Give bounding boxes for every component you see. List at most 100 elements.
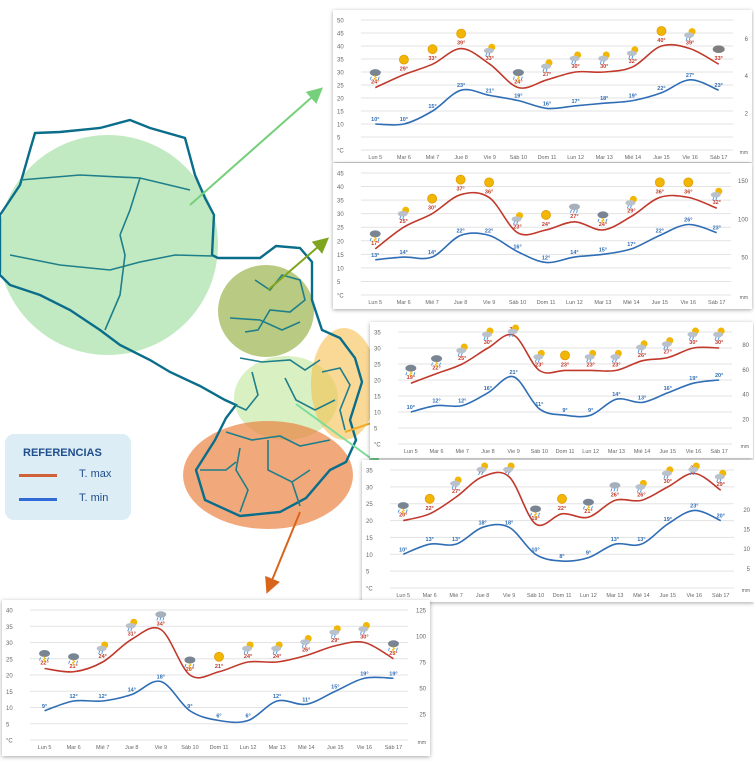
max-data-label: 25°	[389, 651, 397, 657]
y-tick-label: 50	[337, 19, 344, 25]
forecast-chart-1: °C 5 10 15 20 25 30 35 40 45 50 2 4 6 mm Lun 5 Mar 6 Mié …	[333, 10, 752, 162]
weather-icons	[369, 26, 725, 82]
x-tick-label: Vie 16	[682, 155, 698, 161]
max-data-label: 24°	[244, 654, 252, 660]
max-data-label: 30°	[689, 340, 697, 346]
min-data-label: 22°	[656, 228, 664, 234]
right-tick-label: 20	[743, 508, 750, 514]
right-tick-label: 25	[419, 713, 426, 719]
weather-icon-sun	[484, 177, 494, 188]
min-data-label: 6°	[216, 714, 221, 720]
forecast-chart-5: °C 5 10 15 20 25 30 35 40 25 50 75 100 125 mm Lun 5 Mar …	[2, 600, 430, 756]
weather-icon-partly	[329, 625, 341, 638]
weather-icon-sun	[683, 177, 694, 188]
x-tick-label: Lun 5	[396, 593, 410, 599]
weather-icon-partly	[358, 622, 370, 635]
y-tick-label: 15	[6, 690, 13, 696]
legend-swatch-max	[19, 474, 57, 477]
max-data-label: 31°	[128, 631, 136, 637]
series-min-line	[375, 78, 719, 126]
x-tick-label: Jue 8	[125, 745, 138, 751]
right-tick-label: 10	[743, 547, 750, 553]
min-data-label: 12°	[542, 255, 550, 261]
max-data-label: 30°	[664, 479, 672, 485]
x-tick-label: Mié 14	[634, 449, 651, 455]
min-data-label: 8°	[559, 554, 564, 560]
y-tick-label: 20	[366, 519, 373, 525]
min-data-label: 20°	[715, 373, 723, 379]
forecast-chart-4-svg: °C 5 10 15 20 25 30 35 5 10 15 20 mm Lun 5 Mar 6 Mié 7 J…	[366, 462, 751, 599]
x-tick-label: Mié 7	[449, 593, 462, 599]
min-data-label: 13°	[611, 537, 619, 543]
weather-icon-sun	[427, 193, 438, 204]
x-tick-label: Mié 7	[456, 449, 469, 455]
x-tick-label: Lun 12	[582, 449, 599, 455]
weather-icon-partly	[125, 618, 138, 632]
max-data-label: 23°	[561, 362, 569, 368]
weather-icon-sun	[455, 174, 466, 185]
max-data-label: 27°	[452, 489, 460, 495]
weather-icon-storm	[369, 69, 381, 82]
x-tick-label: Mar 13	[608, 449, 625, 455]
x-tick-label: Sáb 10	[527, 593, 544, 599]
min-data-label: 22°	[657, 86, 665, 92]
right-tick-label: 20	[742, 418, 749, 424]
x-tick-label: Sáb 10	[509, 300, 526, 306]
weather-icon-partly	[476, 462, 489, 476]
arrow-chaco	[189, 87, 323, 206]
right-tick-label: 60	[742, 368, 749, 374]
x-tick-label: Lun 12	[580, 593, 597, 599]
x-tick-label: Mar 6	[423, 593, 437, 599]
x-tick-label: Vie 16	[687, 593, 703, 599]
weather-icon-partly	[397, 206, 410, 220]
weather-icon-partly	[271, 641, 283, 655]
y-tick-label: 25	[366, 502, 373, 508]
x-tick-label: Mar 6	[397, 300, 411, 306]
weather-icon-sun	[399, 54, 409, 65]
weather-icon-storm	[68, 653, 80, 667]
y-tick-label: 15	[366, 536, 373, 542]
min-data-label: 14°	[400, 250, 408, 256]
min-data-label: 11°	[535, 402, 543, 408]
weather-icon-partly	[450, 476, 462, 490]
weather-icon-partly	[635, 479, 647, 493]
weather-icon-rain	[568, 203, 580, 213]
right-unit-label: mm	[418, 740, 426, 746]
y-tick-label: °C	[337, 294, 344, 300]
y-tick-label: 45	[337, 172, 344, 178]
max-data-label: 30°	[571, 64, 579, 70]
max-data-label: 24°	[514, 80, 522, 86]
y-tick-label: 35	[374, 331, 381, 337]
min-data-label: 9°	[42, 704, 47, 710]
right-tick-label: 4	[745, 74, 749, 80]
min-data-label: 16°	[543, 101, 551, 107]
max-data-label: 23°	[513, 225, 521, 231]
min-data-label: 27°	[686, 73, 694, 79]
max-data-label: 19°	[531, 516, 539, 522]
x-tick-label: Jue 15	[653, 155, 670, 161]
min-data-label: 23°	[715, 83, 723, 89]
weather-icons	[369, 174, 723, 244]
weather-icon-storm	[405, 364, 417, 378]
max-data-label: 21°	[69, 664, 77, 670]
y-tick-label: 5	[337, 136, 341, 142]
y-tick-label: 30	[366, 485, 373, 491]
min-data-label: 19°	[689, 376, 697, 382]
weather-icon-sun	[424, 493, 435, 504]
y-tick-label: °C	[337, 149, 344, 155]
weather-icon-partly	[626, 46, 639, 59]
legend-box: REFERENCIAS T. max T. min	[5, 434, 131, 520]
y-tick-label: 25	[337, 84, 344, 90]
x-tick-label: Mar 6	[397, 155, 411, 161]
y-tick-label: 20	[337, 97, 344, 103]
min-data-label: 19°	[360, 671, 368, 677]
y-tick-label: 35	[337, 199, 344, 205]
weather-icon-partly	[584, 349, 597, 363]
weather-icon-sun	[656, 26, 667, 36]
max-data-label: 23°	[535, 362, 543, 368]
min-data-label: 13°	[371, 253, 379, 259]
x-tick-label: Lun 5	[404, 449, 418, 455]
max-data-label: 20°	[186, 667, 194, 673]
min-data-label: 23°	[690, 503, 698, 509]
x-tick-label: Sáb 10	[510, 155, 527, 161]
